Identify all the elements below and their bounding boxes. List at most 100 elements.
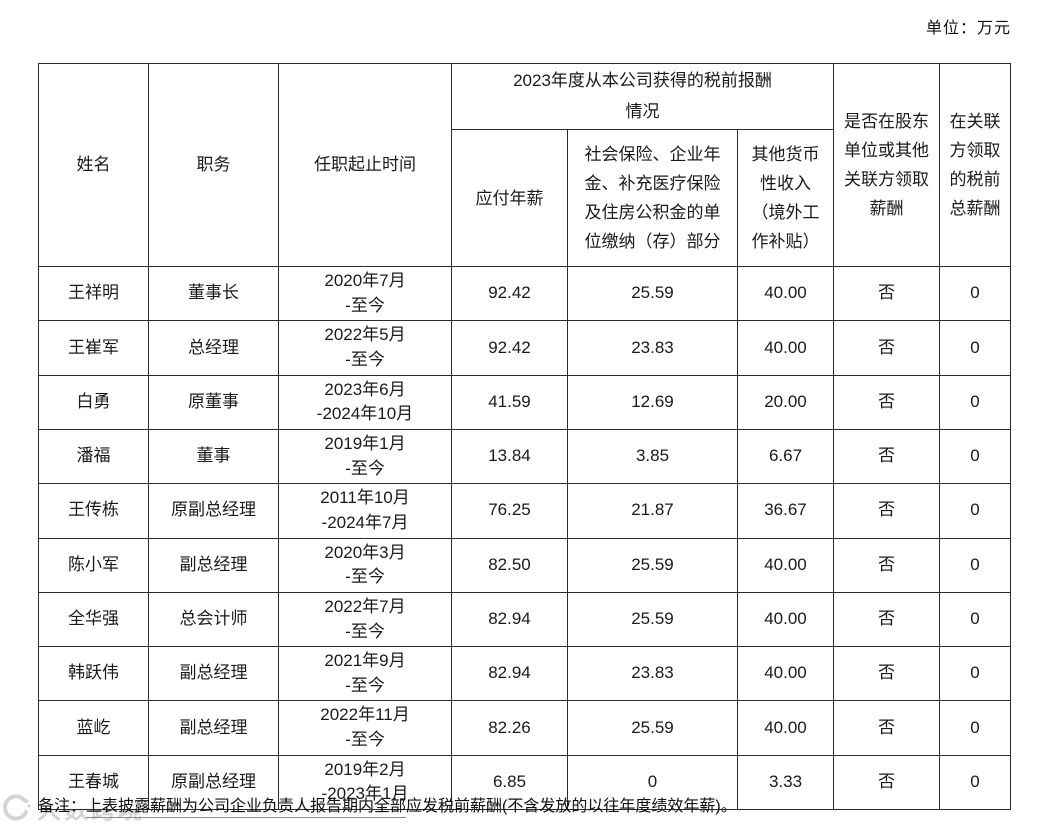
cell-name: 王崔军	[38, 320, 149, 376]
cell-other: 3.33	[737, 754, 834, 811]
unit-label: 单位：万元	[925, 20, 1011, 37]
cell-position: 原副总经理	[148, 483, 279, 539]
tenure-line: -至今	[345, 621, 385, 641]
cell-related-total: 0	[939, 591, 1011, 648]
cell-other: 40.00	[737, 320, 834, 376]
cell-related-total: 0	[939, 374, 1011, 431]
cell-position: 董事长	[148, 266, 279, 322]
cell-related-total: 0	[939, 646, 1011, 702]
cell-social: 25.59	[567, 537, 738, 593]
cell-salary: 82.50	[451, 537, 568, 593]
cell-other: 40.00	[737, 646, 834, 702]
tenure-line: 2019年1月	[324, 434, 406, 454]
table-row: 潘福 董事 2019年1月 -至今 13.84 3.85 6.67 否 0	[38, 429, 1011, 485]
cell-tenure: 2022年11月 -至今	[278, 700, 452, 756]
cell-social: 25.59	[567, 266, 738, 322]
cell-related-total: 0	[939, 700, 1011, 756]
cell-name: 白勇	[38, 374, 149, 431]
cell-position: 总会计师	[148, 591, 279, 648]
tenure-line: 2020年3月	[324, 542, 406, 562]
watermark-logo-icon	[2, 793, 32, 823]
tenure-line: 2023年6月	[324, 379, 406, 399]
cell-related-total: 0	[939, 320, 1011, 376]
header-position: 职务	[148, 62, 279, 268]
cell-salary: 82.94	[451, 591, 568, 648]
cell-related-paid: 否	[833, 429, 940, 485]
table-row: 王春城 原副总经理 2019年2月 -2023年1月 6.85 0 3.33 否 0	[38, 754, 1011, 811]
table-row: 王传栋 原副总经理 2011年10月 -2024年7月 76.25 21.87 36.67 否…	[38, 483, 1011, 539]
table-row: 蓝屹 副总经理 2022年11月 -至今 82.26 25.59 40.00 否 0	[38, 700, 1011, 756]
tenure-line: -至今	[345, 675, 385, 695]
cell-related-total: 0	[939, 537, 1011, 593]
tenure-line: -至今	[345, 567, 385, 587]
cell-other: 20.00	[737, 374, 834, 431]
cell-other: 40.00	[737, 266, 834, 322]
cell-tenure: 2021年9月 -至今	[278, 646, 452, 702]
header-social: 社会保险、企业年金、补充医疗保险及住房公积金的单位缴纳（存）部分	[567, 129, 738, 268]
cell-name: 全华强	[38, 591, 149, 648]
header-tenure: 任职起止时间	[278, 62, 452, 268]
cell-related-paid: 否	[833, 591, 940, 648]
cell-tenure: 2020年7月 -至今	[278, 266, 452, 322]
header-other: 其他货币性收入（境外工作补贴）	[737, 129, 834, 268]
cell-social: 23.83	[567, 646, 738, 702]
cell-tenure: 2022年5月 -至今	[278, 320, 452, 376]
cell-other: 6.67	[737, 429, 834, 485]
cell-position: 原副总经理	[148, 754, 279, 811]
cell-salary: 41.59	[451, 374, 568, 431]
cell-tenure: 2019年2月 -2023年1月	[278, 754, 452, 811]
cell-salary: 92.42	[451, 320, 568, 376]
tenure-line: -至今	[345, 295, 385, 315]
cell-related-paid: 否	[833, 646, 940, 702]
cell-name: 王祥明	[38, 266, 149, 322]
header-related-paid: 是否在股东单位或其他关联方领取薪酬	[833, 62, 940, 268]
header-salary: 应付年薪	[451, 129, 568, 268]
cell-tenure: 2023年6月 -2024年10月	[278, 374, 452, 431]
cell-salary: 92.42	[451, 266, 568, 322]
cell-related-paid: 否	[833, 483, 940, 539]
cell-social: 21.87	[567, 483, 738, 539]
cell-related-paid: 否	[833, 754, 940, 811]
header-row-sub: 应付年薪 社会保险、企业年金、补充医疗保险及住房公积金的单位缴纳（存）部分 其他…	[39, 129, 1011, 268]
cell-other: 40.00	[737, 591, 834, 648]
cell-social: 23.83	[567, 320, 738, 376]
cell-related-paid: 否	[833, 700, 940, 756]
cell-related-paid: 否	[833, 374, 940, 431]
cell-social: 3.85	[567, 429, 738, 485]
header-name: 姓名	[38, 62, 149, 268]
cell-tenure: 2022年7月 -至今	[278, 591, 452, 648]
header-comp-group-line2: 情况	[625, 101, 660, 121]
table-row: 王祥明 董事长 2020年7月 -至今 92.42 25.59 40.00 否 0	[38, 266, 1011, 322]
table-row: 陈小军 副总经理 2020年3月 -至今 82.50 25.59 40.00 否 0	[38, 537, 1011, 593]
table-row: 全华强 总会计师 2022年7月 -至今 82.94 25.59 40.00 否 0	[38, 591, 1011, 648]
cell-name: 潘福	[38, 429, 149, 485]
cell-name: 蓝屹	[38, 700, 149, 756]
footnote-underlined: 上表披露薪酬为公司企业负责人报告期内全部	[86, 798, 407, 818]
tenure-line: 2022年11月	[320, 705, 410, 725]
cell-related-total: 0	[939, 266, 1011, 322]
cell-social: 25.59	[567, 591, 738, 648]
tenure-line: 2022年5月	[324, 325, 406, 345]
footnote: 备注：上表披露薪酬为公司企业负责人报告期内全部应发税前薪酬(不含发放的以往年度绩…	[38, 792, 737, 818]
table-body: 王祥明 董事长 2020年7月 -至今 92.42 25.59 40.00 否 0 王崔军 总经理 2…	[38, 266, 1011, 811]
footnote-prefix: 备注：	[38, 798, 87, 815]
table-header: 姓名 职务 任职起止时间 2023年度从本公司获得的税前报酬 情况 是否在股东单…	[38, 62, 1011, 268]
header-related-total: 在关联方领取的税前总薪酬	[939, 62, 1011, 268]
cell-position: 副总经理	[148, 537, 279, 593]
cell-other: 36.67	[737, 483, 834, 539]
cell-tenure: 2019年1月 -至今	[278, 429, 452, 485]
cell-related-total: 0	[939, 429, 1011, 485]
cell-name: 韩跃伟	[38, 646, 149, 702]
cell-related-paid: 否	[833, 537, 940, 593]
cell-other: 40.00	[737, 700, 834, 756]
tenure-line: -2024年7月	[321, 512, 409, 532]
cell-salary: 6.85	[451, 754, 568, 811]
cell-position: 副总经理	[148, 700, 279, 756]
cell-tenure: 2020年3月 -至今	[278, 537, 452, 593]
tenure-line: -2024年10月	[316, 404, 414, 424]
cell-name: 王传栋	[38, 483, 149, 539]
cell-tenure: 2011年10月 -2024年7月	[278, 483, 452, 539]
cell-social: 25.59	[567, 700, 738, 756]
tenure-line: -至今	[345, 458, 385, 478]
cell-other: 40.00	[737, 537, 834, 593]
